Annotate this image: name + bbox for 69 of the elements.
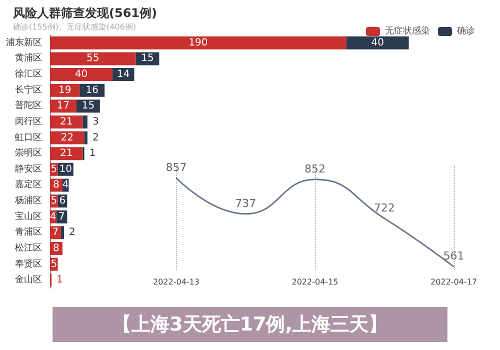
data-label: 3 bbox=[92, 116, 99, 128]
bar bbox=[50, 115, 83, 128]
bar bbox=[50, 68, 112, 82]
data-label: 5 bbox=[50, 258, 58, 270]
y-tick-label: 嘉定区 bbox=[15, 179, 42, 190]
chart-title: 风险人群筛查发现(561例) bbox=[12, 6, 158, 20]
legend-label: 无症状感染 bbox=[385, 26, 430, 36]
data-label: 19 bbox=[58, 84, 72, 96]
y-tick-label: 闵行区 bbox=[15, 116, 42, 127]
bar bbox=[50, 52, 136, 66]
data-label: 17 bbox=[56, 100, 70, 112]
bar bbox=[346, 36, 409, 50]
y-tick-label: 金山区 bbox=[15, 274, 42, 286]
data-label: 1 bbox=[56, 274, 63, 286]
bar bbox=[60, 226, 64, 240]
y-tick-label: 黄浦区 bbox=[15, 52, 42, 64]
bar bbox=[50, 36, 346, 50]
y-tick-label: 崇明区 bbox=[15, 148, 42, 159]
x-tick-label: 2022-04-13 bbox=[152, 278, 200, 286]
data-label: 16 bbox=[86, 84, 98, 96]
data-label: 55 bbox=[86, 53, 100, 64]
y-tick-label: 普陀区 bbox=[15, 100, 42, 112]
data-label: 14 bbox=[116, 69, 130, 80]
data-label: 4 bbox=[50, 211, 56, 222]
data-label: 2 bbox=[69, 227, 76, 238]
data-label: 21 bbox=[60, 116, 73, 128]
bar bbox=[50, 147, 83, 160]
data-label: 22 bbox=[60, 132, 74, 144]
x-tick-label: 2022-04-15 bbox=[292, 278, 338, 286]
bar bbox=[84, 131, 88, 144]
y-tick-label: 长宁区 bbox=[15, 84, 42, 96]
y-tick-label: 宝山区 bbox=[15, 210, 42, 222]
x-tick-label: 2022-04-17 bbox=[430, 278, 478, 286]
bar bbox=[50, 100, 77, 113]
data-label: 737 bbox=[235, 196, 256, 210]
y-tick-label: 奉贤区 bbox=[15, 258, 42, 270]
y-tick-label: 静安区 bbox=[15, 163, 42, 174]
data-label: 15 bbox=[82, 100, 95, 112]
data-label: 5 bbox=[50, 164, 58, 175]
y-tick-label: 徐汇区 bbox=[15, 68, 42, 80]
y-tick-label: 青浦区 bbox=[15, 226, 42, 238]
data-label: 1 bbox=[89, 148, 96, 160]
data-label: 190 bbox=[188, 37, 208, 48]
chart-subtitle: 确诊(155例)、无症状感染(406例) bbox=[12, 22, 136, 32]
data-label: 7 bbox=[58, 211, 65, 222]
data-label: 8 bbox=[53, 242, 60, 254]
data-label: 5 bbox=[50, 196, 58, 207]
data-label: 21 bbox=[60, 148, 73, 160]
data-label: 4 bbox=[62, 180, 69, 191]
data-label: 857 bbox=[166, 160, 187, 174]
data-label: 852 bbox=[304, 162, 326, 176]
data-label: 10 bbox=[59, 164, 72, 175]
y-tick-label: 浦东新区 bbox=[6, 36, 42, 48]
bar bbox=[82, 115, 88, 128]
data-label: 6 bbox=[59, 196, 66, 207]
text: 【上海3天死亡17例,上海三天】 bbox=[112, 314, 388, 336]
bar bbox=[50, 131, 84, 144]
data-label: 7 bbox=[52, 227, 59, 238]
y-tick-label: 松江区 bbox=[15, 242, 42, 254]
y-tick-label: 虹口区 bbox=[15, 132, 42, 143]
data-label: 40 bbox=[74, 69, 88, 80]
data-label: 722 bbox=[374, 201, 395, 214]
data-label: 15 bbox=[141, 53, 154, 64]
legend-label: 确诊 bbox=[456, 26, 475, 36]
data-label: 2 bbox=[92, 132, 99, 144]
data-label: 8 bbox=[53, 180, 60, 191]
y-tick-label: 杨浦区 bbox=[14, 195, 42, 206]
data-label: 40 bbox=[371, 37, 384, 48]
data-label: 561 bbox=[443, 250, 464, 263]
